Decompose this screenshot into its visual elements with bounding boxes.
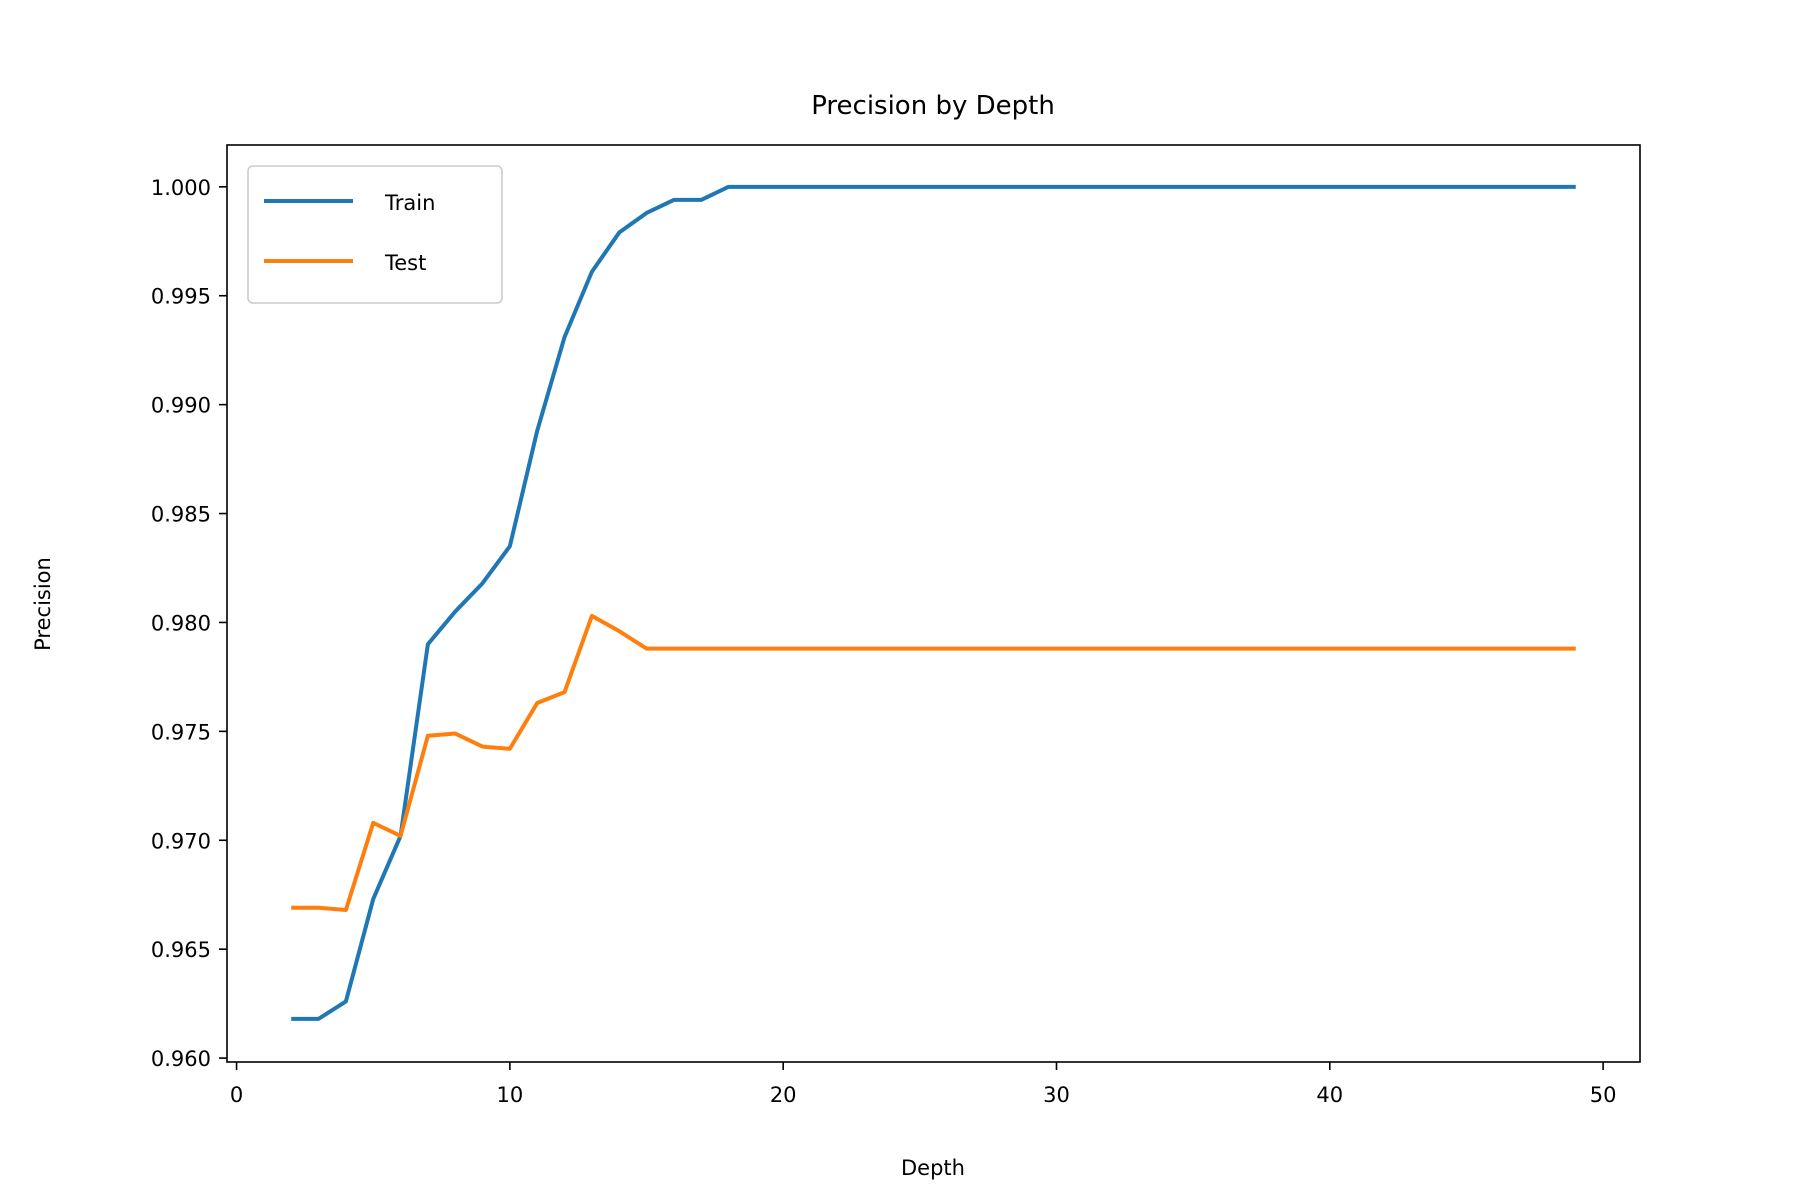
y-tick-label: 0.975: [151, 720, 211, 744]
y-axis-ticks: 0.960 0.965 0.970 0.975 0.980 0.985 0.990 0.995…: [151, 176, 227, 1071]
y-tick-label: 1.000: [151, 176, 211, 200]
x-axis-label: Depth: [901, 1156, 965, 1180]
legend: Train Test: [247, 165, 503, 304]
x-tick-label: 10: [497, 1083, 524, 1107]
y-axis-label: Precision: [31, 557, 55, 651]
series-line-test: [291, 613, 1576, 912]
y-tick-label: 0.985: [151, 503, 211, 527]
legend-label-train: Train: [384, 191, 435, 215]
x-tick-label: 20: [770, 1083, 797, 1107]
y-tick-label: 0.970: [151, 829, 211, 853]
x-tick-label: 30: [1043, 1083, 1070, 1107]
series-line-train: [291, 184, 1576, 1021]
x-tick-label: 0: [230, 1083, 243, 1107]
y-tick-label: 0.990: [151, 394, 211, 418]
y-tick-label: 0.965: [151, 938, 211, 962]
legend-label-test: Test: [384, 251, 426, 275]
legend-box: [247, 165, 503, 304]
plot-area: [291, 184, 1576, 1021]
y-tick-label: 0.960: [151, 1047, 211, 1071]
y-tick-label: 0.995: [151, 285, 211, 309]
x-tick-label: 40: [1316, 1083, 1343, 1107]
chart-title: Precision by Depth: [811, 91, 1055, 121]
y-tick-label: 0.980: [151, 611, 211, 635]
x-axis-ticks: 0 10 20 30 40 50: [230, 1062, 1617, 1107]
x-tick-label: 50: [1590, 1083, 1617, 1107]
plot-frame: [226, 144, 1641, 1063]
